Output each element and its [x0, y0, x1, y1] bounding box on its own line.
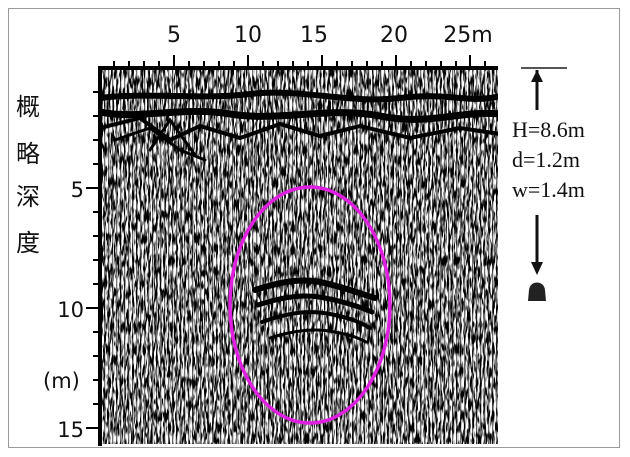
plot-axes [86, 55, 498, 446]
param-h: H=8.6m [512, 117, 585, 142]
x-tick-label: 5 [167, 23, 181, 48]
y-title-char: 度 [16, 229, 40, 257]
x-tick-label: 25m [443, 23, 493, 48]
y-title-char: 略 [16, 140, 40, 168]
y-tick-label: 10 [57, 298, 84, 322]
y-unit-label: (m) [43, 369, 80, 393]
anomaly-parameters: H=8.6m d=1.2m w=1.4m [512, 115, 585, 205]
scale-marker [521, 67, 567, 301]
param-w: w=1.4m [512, 177, 585, 202]
anomaly-ellipse [228, 185, 392, 425]
y-title-char: 概 [16, 93, 40, 121]
x-tick-label: 15 [300, 23, 328, 48]
param-d: d=1.2m [512, 147, 581, 172]
reflection-bands [100, 89, 498, 344]
radargram-traces [100, 68, 498, 444]
x-tick-label: 20 [380, 23, 408, 48]
x-tick-label: 10 [234, 23, 262, 48]
y-title-char: 深 [16, 183, 40, 211]
y-tick-label: 5 [70, 178, 84, 202]
y-tick-label: 15 [57, 418, 84, 442]
